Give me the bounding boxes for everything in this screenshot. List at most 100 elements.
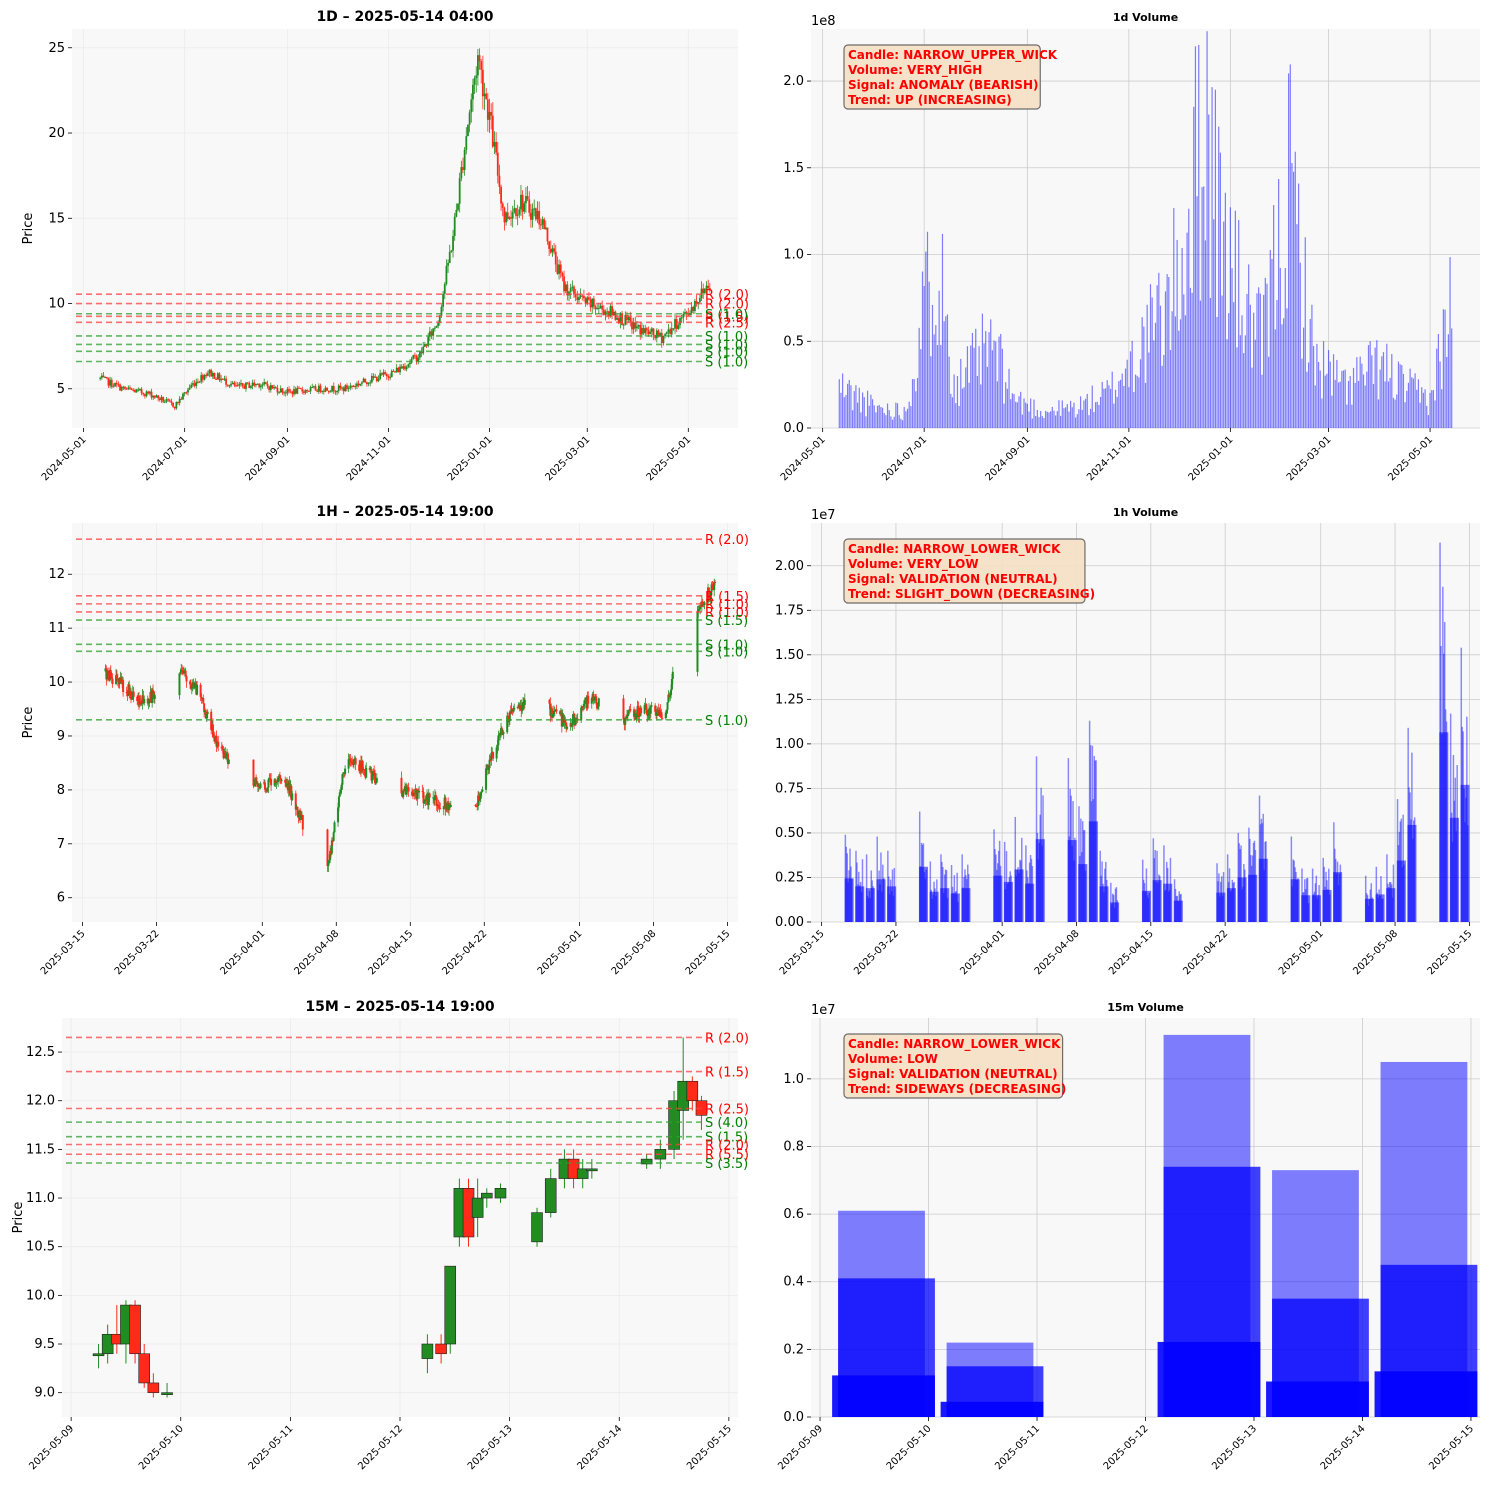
y-tick-label: 12.0 bbox=[26, 1094, 55, 1109]
candle-body bbox=[444, 1265, 457, 1345]
candle-body bbox=[622, 698, 625, 720]
candle-body bbox=[477, 795, 480, 807]
candle-body bbox=[485, 93, 488, 100]
candle-body bbox=[252, 759, 255, 786]
candle-body bbox=[296, 806, 299, 816]
candle-body bbox=[181, 669, 184, 672]
candle-body bbox=[201, 375, 204, 380]
volume-bar bbox=[898, 415, 900, 428]
candle-body bbox=[118, 677, 121, 685]
candle-body bbox=[140, 703, 143, 705]
candle-body bbox=[492, 752, 495, 759]
candle-body bbox=[132, 389, 135, 391]
volume-bar bbox=[921, 271, 924, 428]
volume-bar bbox=[929, 891, 939, 922]
support-level-label: S (1.5) bbox=[705, 1131, 748, 1146]
candle-body bbox=[551, 708, 554, 718]
candle-body bbox=[371, 776, 374, 781]
volume-bar bbox=[1171, 311, 1173, 428]
volume-bar bbox=[1419, 402, 1421, 428]
candle-body bbox=[432, 328, 435, 336]
candle-body bbox=[370, 769, 373, 781]
candle-body bbox=[707, 587, 710, 599]
candle-body bbox=[115, 675, 118, 684]
volume-bar bbox=[1109, 388, 1112, 428]
candle-body bbox=[336, 390, 338, 393]
candle-body bbox=[162, 397, 165, 402]
volume-bar bbox=[861, 392, 864, 428]
candle-body bbox=[604, 311, 607, 315]
volume-bar bbox=[1006, 388, 1008, 428]
candle-body bbox=[667, 694, 670, 703]
volume-bar bbox=[1411, 377, 1413, 428]
candle-body bbox=[279, 388, 282, 393]
candle-body bbox=[349, 385, 352, 388]
candle-body bbox=[437, 322, 440, 327]
volume-bar bbox=[1046, 411, 1048, 428]
candle-body bbox=[211, 372, 214, 377]
volume-bar bbox=[1312, 346, 1315, 428]
candle-body bbox=[259, 783, 262, 789]
candle-body bbox=[488, 759, 491, 769]
candle-body bbox=[150, 391, 153, 398]
candle-body bbox=[565, 722, 568, 729]
volume-bar bbox=[848, 379, 850, 428]
volume-bar bbox=[1283, 318, 1285, 428]
volume-bar bbox=[1311, 895, 1321, 922]
volume-bar bbox=[890, 416, 892, 428]
volume-bar bbox=[983, 343, 985, 428]
candle-body bbox=[508, 711, 511, 722]
candle-body bbox=[158, 398, 161, 401]
candle-body bbox=[151, 689, 154, 703]
volume-bar bbox=[913, 378, 915, 428]
candle-body bbox=[361, 382, 363, 384]
candle-body bbox=[342, 387, 345, 392]
support-level-label: S (3.5) bbox=[705, 1157, 748, 1172]
candle-body bbox=[596, 706, 599, 709]
volume-bar bbox=[878, 405, 880, 428]
candle-body bbox=[182, 393, 184, 400]
candle-body bbox=[134, 390, 136, 393]
volume-bar bbox=[1123, 385, 1125, 428]
candle-body bbox=[259, 385, 262, 388]
candle-body bbox=[373, 771, 376, 774]
volume-bar bbox=[1152, 880, 1162, 922]
volume-bar bbox=[1311, 304, 1313, 428]
candle-body bbox=[708, 288, 711, 290]
volume-bar bbox=[1354, 382, 1356, 428]
candle-body bbox=[596, 308, 599, 310]
volume-bar bbox=[1422, 392, 1425, 428]
support-level-label: S (1.0) bbox=[705, 345, 748, 360]
candle-body bbox=[465, 136, 468, 150]
volume-bar bbox=[1131, 340, 1133, 428]
volume-bar bbox=[1015, 401, 1017, 428]
candle-body bbox=[221, 748, 224, 750]
volume-bar bbox=[1001, 348, 1003, 428]
candle-body bbox=[637, 706, 640, 717]
volume-bar bbox=[887, 886, 897, 922]
candle-body bbox=[507, 721, 510, 723]
volume-bar bbox=[895, 402, 897, 428]
candle-body bbox=[520, 705, 523, 712]
candle-body bbox=[192, 682, 195, 688]
candle-body bbox=[379, 373, 382, 379]
volume-bar bbox=[1357, 380, 1360, 428]
volume-bar bbox=[1178, 330, 1180, 428]
candle-body bbox=[370, 376, 373, 383]
candle-body bbox=[146, 698, 149, 704]
candle-body bbox=[580, 707, 583, 721]
candle-body bbox=[152, 691, 155, 699]
support-level-label: S (1.0) bbox=[705, 308, 748, 323]
candle-body bbox=[390, 370, 393, 378]
y-tick-label: 0.2 bbox=[783, 1342, 804, 1357]
candle-body bbox=[165, 399, 168, 402]
candle-body bbox=[455, 209, 458, 217]
candle-body bbox=[175, 402, 178, 409]
candle-body bbox=[190, 384, 193, 388]
volume-bar bbox=[1045, 410, 1047, 428]
candle-body bbox=[541, 219, 544, 225]
candle-body bbox=[552, 713, 554, 718]
candle-body bbox=[511, 212, 514, 219]
candle-body bbox=[357, 383, 360, 386]
